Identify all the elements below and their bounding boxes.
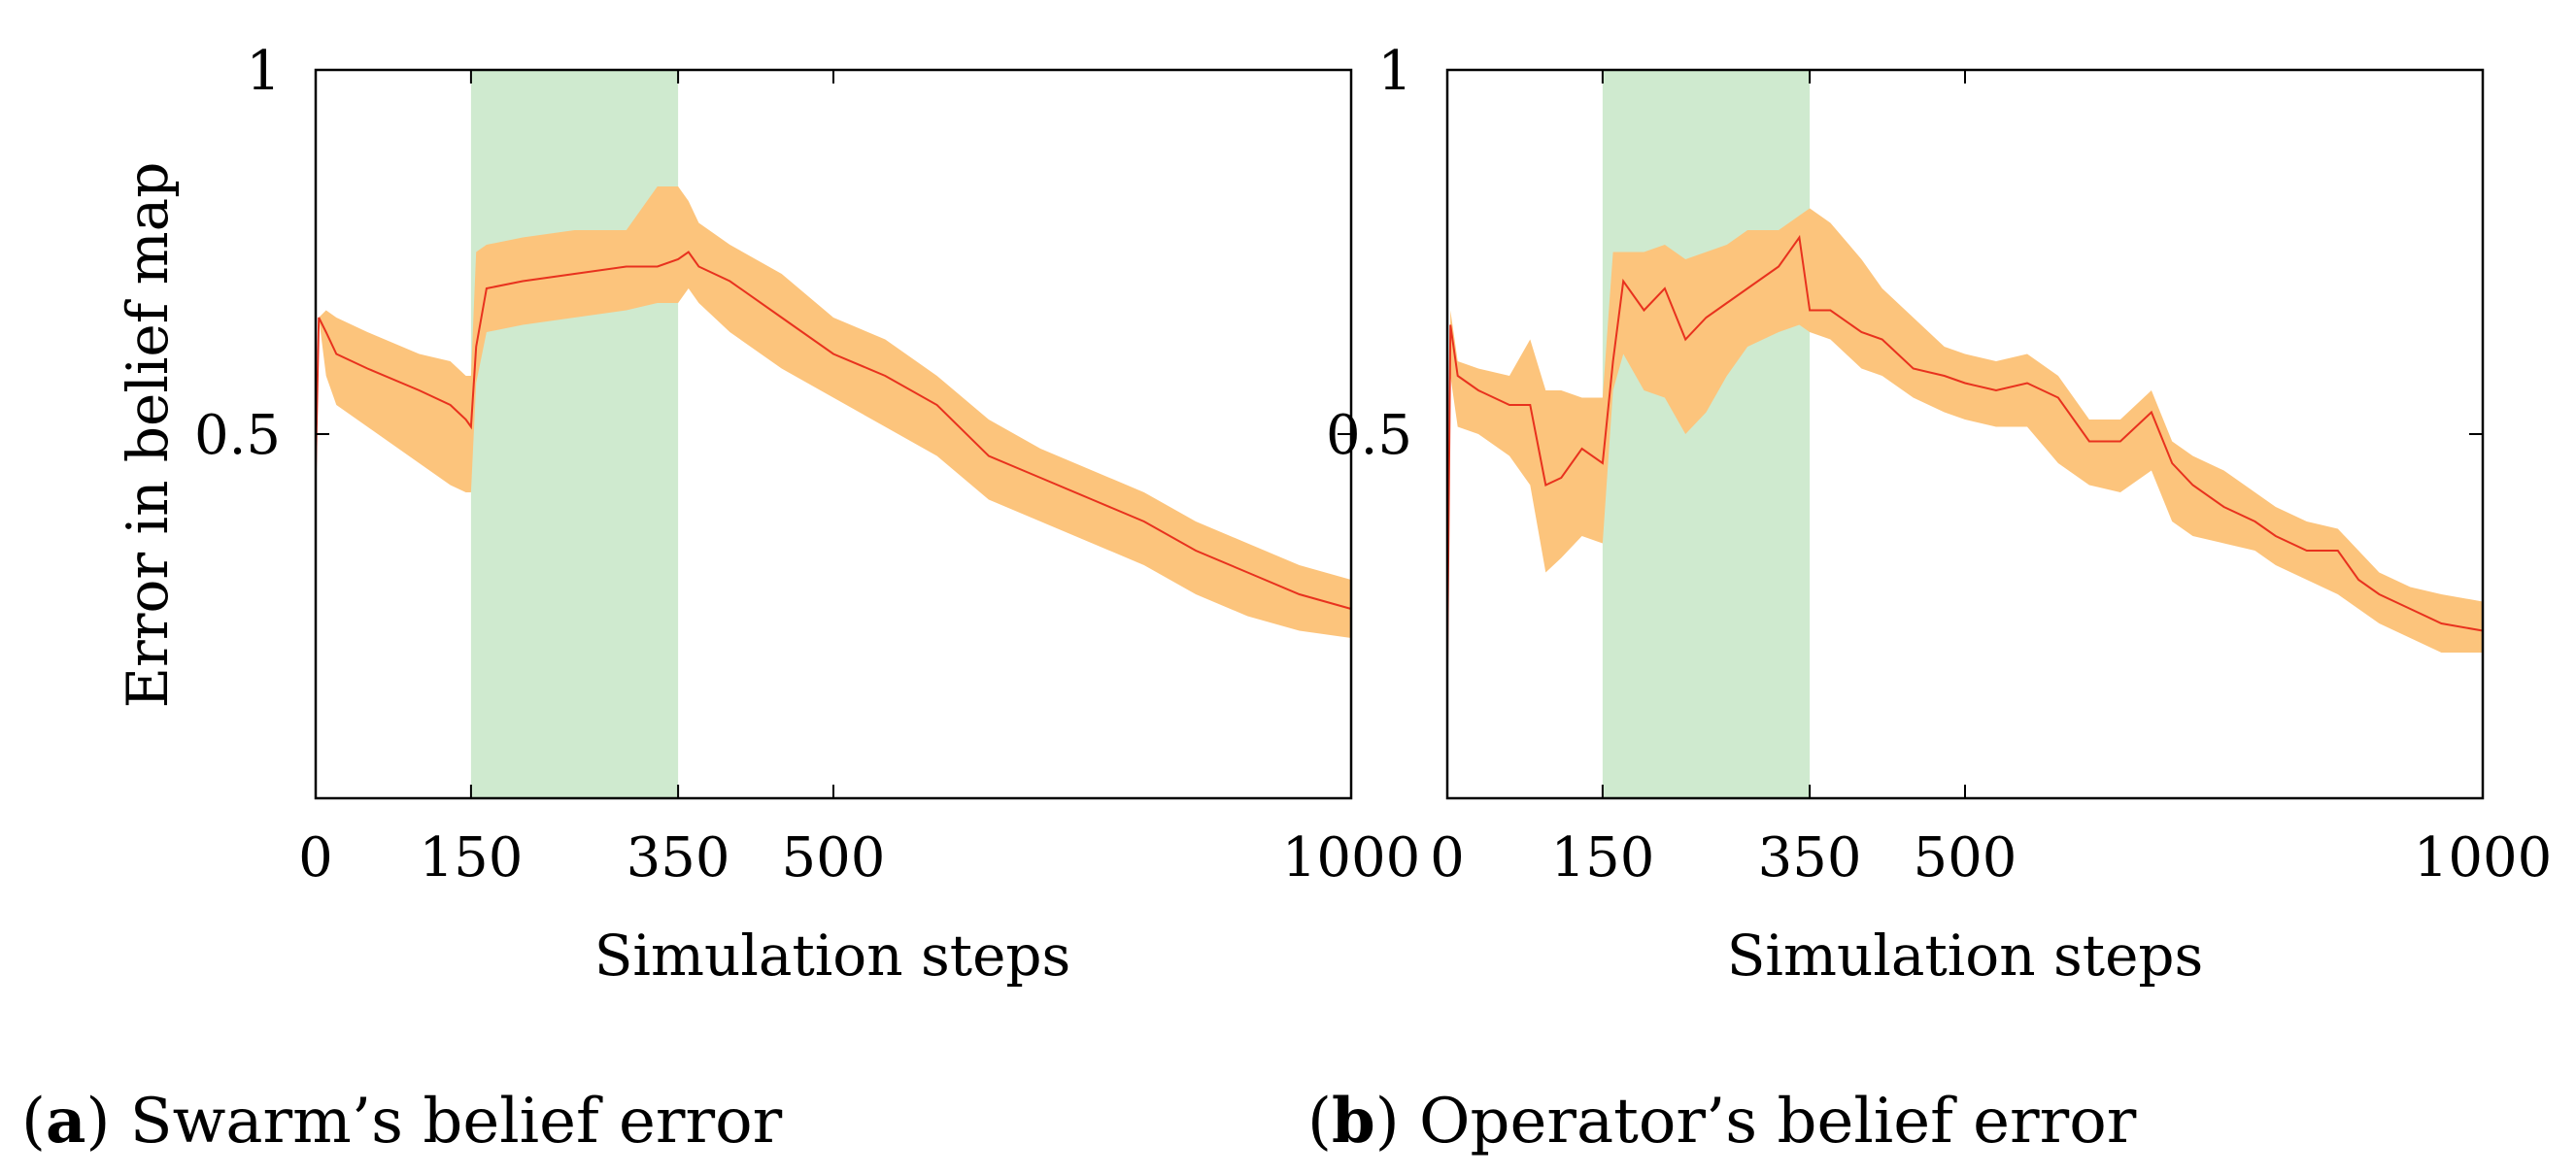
y-tick-label: 1: [246, 40, 281, 103]
x-tick-label: 0: [1430, 826, 1465, 890]
x-tick-label: 150: [419, 826, 523, 890]
series-line-mean: [1446, 234, 2484, 668]
x-axis-label: Simulation steps: [594, 923, 1071, 989]
caption-b-text: Operator’s belief error: [1419, 1086, 2137, 1158]
x-tick-label: 1000: [1282, 826, 1421, 890]
x-tick-label: 350: [1758, 826, 1862, 890]
y-tick-label: 1: [1377, 40, 1412, 103]
confidence-band-mean: [1447, 208, 2483, 667]
highlight-region: [1602, 70, 1811, 798]
x-tick-label: 0: [298, 826, 333, 890]
x-axis-label: Simulation steps: [1727, 923, 2204, 989]
confidence-band-mean: [316, 186, 1351, 638]
y-tick-label: 0.5: [1326, 404, 1412, 467]
x-tick-label: 500: [1914, 826, 2017, 890]
caption-a: (a) Swarm’s belief error: [21, 1085, 783, 1158]
caption-a-text: Swarm’s belief error: [130, 1086, 783, 1158]
x-tick-label: 1000: [2414, 826, 2553, 890]
x-tick-label: 500: [782, 826, 886, 890]
chart-panel-operator: 0 150 350 500 1000 0.5 1 Simulation steps: [1326, 40, 2552, 989]
series-line-mean: [315, 251, 1352, 610]
y-axis-label: Error in belief map: [115, 162, 181, 709]
caption-b: (b) Operator’s belief error: [1307, 1085, 2137, 1158]
caption-a-tag: a: [46, 1085, 85, 1158]
y-tick-label: 0.5: [194, 404, 281, 467]
caption-b-tag: b: [1332, 1085, 1375, 1158]
highlight-region: [470, 70, 679, 798]
x-tick-label: 350: [627, 826, 730, 890]
x-tick-label: 150: [1550, 826, 1654, 890]
chart-panel-swarm: 0 150 350 500 1000 0.5 1 Simulation steps Erro…: [115, 40, 1420, 989]
